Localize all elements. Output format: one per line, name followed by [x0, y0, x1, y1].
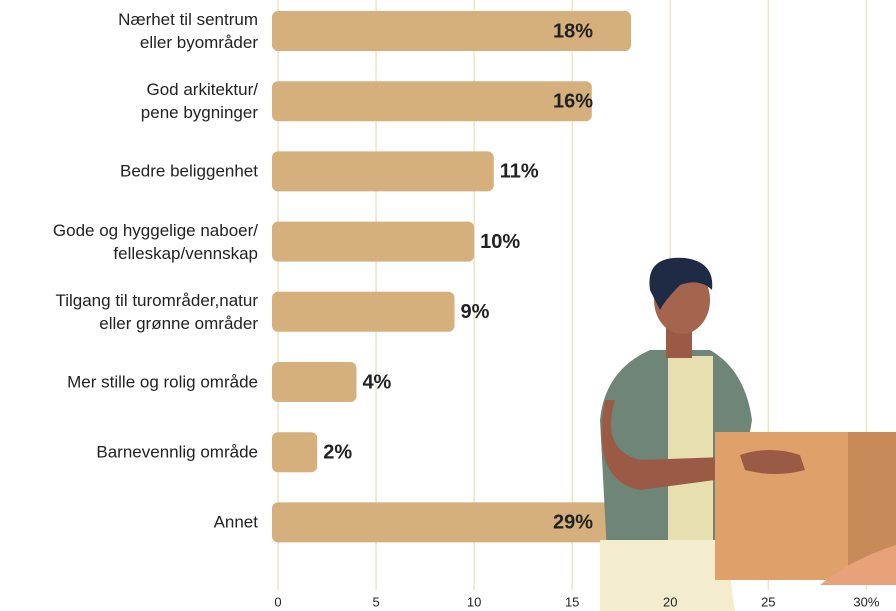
bar: [272, 292, 455, 332]
bar: [272, 432, 317, 472]
value-label: 11%: [500, 161, 539, 183]
category-label: Nærhet til sentrum eller byområder: [118, 8, 258, 54]
bar: [272, 151, 494, 191]
value-label: 4%: [362, 371, 391, 393]
bar: [272, 362, 356, 402]
category-label: God arkitektur/ pene bygninger: [141, 78, 258, 124]
value-label: 2%: [323, 441, 352, 463]
bar: [272, 222, 474, 262]
value-label: 10%: [480, 231, 520, 253]
category-label: Gode og hyggelige naboer/ felleskap/venn…: [53, 219, 258, 265]
chart: 18% 16% 11% 10% 9% 4% 2% 29% 0 5 10 15 20 25 30% Nærh…: [0, 0, 896, 611]
illustration: [600, 258, 896, 611]
x-tick-label: 20: [663, 594, 677, 609]
category-label: Bedre beliggenhet: [120, 160, 258, 183]
x-tick-label: 10: [467, 594, 481, 609]
x-tick-label: 25: [761, 594, 775, 609]
x-tick-label: 30%: [853, 594, 879, 609]
value-label: 29%: [553, 512, 593, 534]
x-tick-label: 0: [274, 594, 281, 609]
x-tick-label: 15: [565, 594, 579, 609]
x-tick-label: 5: [372, 594, 379, 609]
bar: [272, 81, 592, 121]
value-label: 18%: [553, 20, 593, 42]
category-label: Tilgang til turområder,natur eller grønn…: [55, 289, 258, 335]
category-label: Mer stille og rolig område: [67, 371, 258, 394]
category-label: Barnevennlig område: [96, 441, 258, 464]
category-label: Annet: [214, 511, 258, 534]
value-label: 9%: [461, 301, 490, 323]
value-label: 16%: [553, 90, 593, 112]
